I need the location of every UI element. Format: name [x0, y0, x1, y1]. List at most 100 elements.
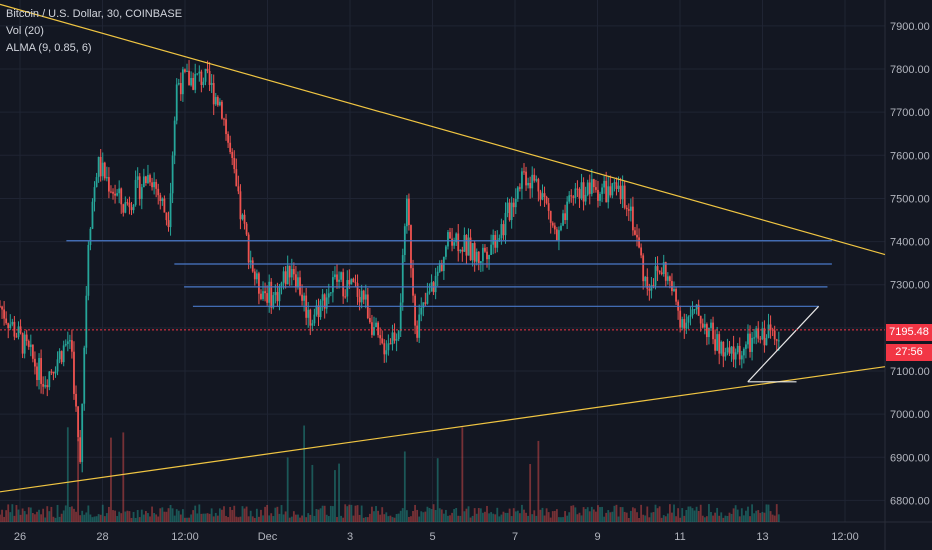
candle-body — [266, 293, 269, 303]
volume-bar — [428, 507, 431, 522]
volume-bar — [492, 513, 495, 522]
candle-body — [436, 271, 439, 276]
volume-bar — [280, 505, 283, 522]
candle-body — [685, 322, 688, 329]
candle-body — [502, 224, 505, 236]
candle-body — [671, 281, 673, 292]
candle-body — [399, 302, 402, 332]
candle-body — [77, 406, 79, 438]
candle-body — [93, 187, 96, 202]
candle-body — [523, 171, 525, 173]
candle-body — [473, 243, 476, 262]
drawings[interactable] — [0, 3, 886, 493]
candle-body — [724, 352, 727, 357]
volume-bar — [775, 504, 778, 522]
volume-bar — [79, 515, 82, 522]
volume-bar — [368, 513, 371, 522]
candle-body — [81, 403, 84, 462]
candle-body — [720, 341, 723, 354]
candle-body — [327, 293, 330, 298]
candle-body — [233, 157, 236, 170]
candle-body — [190, 77, 193, 86]
volume-bar — [516, 510, 519, 522]
symbol-title[interactable]: Bitcoin / U.S. Dollar, 30, COINBASE — [6, 8, 183, 20]
candle-body — [632, 206, 634, 231]
volume-bar — [292, 511, 295, 522]
volume-bar — [1, 509, 3, 522]
volume-bar — [724, 515, 727, 522]
candle-body — [467, 237, 470, 256]
volume-bar — [243, 508, 246, 522]
volume-bar — [373, 511, 375, 522]
candle-body — [484, 247, 486, 252]
time-axis[interactable]: 26 28 12:00 Dec 3 5 7 9 11 13 12:00 — [14, 531, 859, 543]
volume-bar — [412, 511, 414, 522]
volume-bar — [765, 504, 768, 522]
volume-bar — [761, 511, 764, 522]
candle-body — [679, 310, 682, 328]
volume-bar — [352, 515, 355, 522]
candle-body — [334, 274, 336, 278]
volume-bar — [636, 512, 638, 522]
volume-bar — [531, 514, 534, 522]
candle-body — [85, 295, 88, 348]
volume-bar — [393, 517, 396, 522]
candle-body — [475, 251, 478, 262]
volume-bar — [208, 513, 211, 522]
candle-body — [200, 71, 203, 86]
volume-bar — [360, 505, 363, 522]
candle-body — [208, 70, 211, 85]
volume-bar — [138, 517, 141, 522]
candle-body — [555, 229, 558, 241]
candle-body — [71, 340, 73, 352]
volume-bar — [434, 509, 437, 522]
volume-indicator-label[interactable]: Vol (20) — [6, 25, 44, 37]
volume-bar — [216, 515, 219, 522]
volume-bar — [25, 514, 28, 522]
volume-bar — [617, 516, 620, 522]
volume-bar — [646, 506, 649, 522]
volume-bar — [484, 511, 486, 522]
volume-bar — [566, 515, 569, 522]
time-tick-label: Dec — [258, 531, 278, 543]
alma-indicator-label[interactable]: ALMA (9, 0.85, 6) — [6, 42, 92, 54]
volume-bar — [607, 510, 610, 522]
candle-body — [640, 247, 643, 256]
candle-body — [734, 352, 737, 360]
volume-bar — [147, 513, 149, 522]
candle-body — [769, 324, 772, 330]
volume-bar — [153, 512, 156, 522]
volume-bar — [625, 512, 628, 522]
volume-bar — [346, 506, 349, 522]
volume-bar — [397, 513, 400, 522]
volume-bar — [685, 510, 688, 522]
candle-body — [592, 179, 595, 188]
volume-bar — [705, 516, 708, 522]
candle-body — [124, 202, 127, 213]
candle-body — [617, 185, 620, 189]
last-price-tag: 7195.48 — [886, 324, 932, 341]
candle-body — [68, 340, 71, 342]
volume-bar — [321, 505, 324, 522]
candle-body — [387, 343, 390, 351]
volume-bar — [206, 513, 209, 522]
candle-body — [112, 191, 114, 194]
candle-body — [138, 176, 141, 199]
candle-body — [481, 247, 484, 262]
volume-bar — [477, 508, 480, 522]
candle-body — [188, 70, 190, 86]
candle-body — [654, 266, 657, 286]
candle-body — [611, 183, 614, 196]
candle-body — [471, 243, 474, 261]
volume-bar — [223, 506, 225, 522]
candle-body — [543, 193, 546, 197]
volume-bar — [677, 508, 680, 522]
candle-body — [5, 318, 8, 324]
candle-body — [763, 328, 766, 346]
candle-body — [34, 358, 36, 367]
candle-body — [420, 307, 423, 315]
volume-bar — [529, 464, 532, 522]
candle-body — [391, 332, 394, 345]
volume-bar — [264, 506, 266, 522]
